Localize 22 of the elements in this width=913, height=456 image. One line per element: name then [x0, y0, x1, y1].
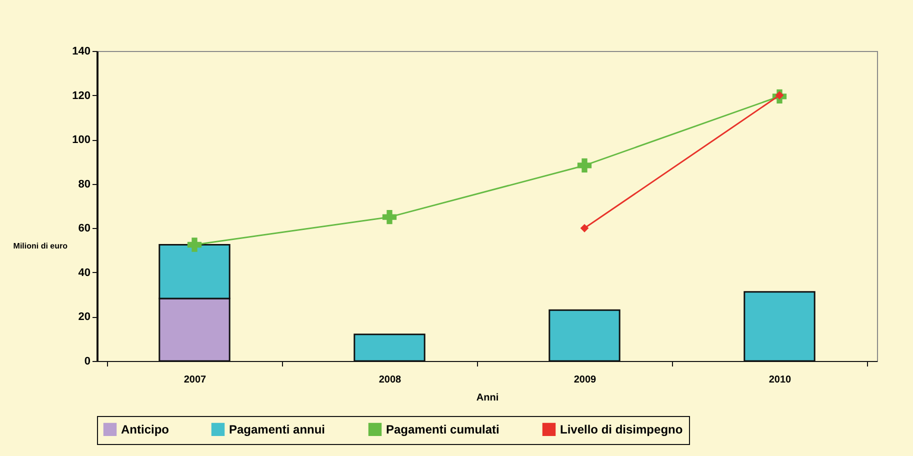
- point: [577, 158, 592, 173]
- legend-label: Livello di disimpegno: [560, 422, 683, 436]
- y-axis-title: Milioni di euro: [13, 242, 68, 250]
- legend-label: Pagamenti cumulati: [386, 422, 500, 436]
- point: [580, 224, 589, 232]
- legend-label: Anticipo: [121, 422, 169, 436]
- y-tick-label: 0: [84, 356, 90, 368]
- x-tick-label: 2009: [574, 374, 597, 386]
- y-tick-label: 100: [72, 134, 90, 146]
- y-tick-label: 80: [78, 178, 90, 190]
- x-tick-label: 2007: [184, 374, 207, 386]
- y-tick-label: 20: [78, 311, 90, 324]
- y-tick-label: 60: [78, 222, 90, 235]
- y-tick-label: 140: [72, 46, 90, 58]
- point: [382, 210, 397, 224]
- point: [187, 238, 202, 252]
- x-axis-title: Anni: [476, 392, 499, 404]
- y-tick-label: 40: [78, 266, 90, 279]
- legend-label: Pagamenti annui: [229, 422, 326, 436]
- x-tick-label: 2010: [768, 374, 792, 386]
- y-tick-label: 120: [72, 90, 90, 102]
- x-tick-label: 2008: [378, 374, 402, 386]
